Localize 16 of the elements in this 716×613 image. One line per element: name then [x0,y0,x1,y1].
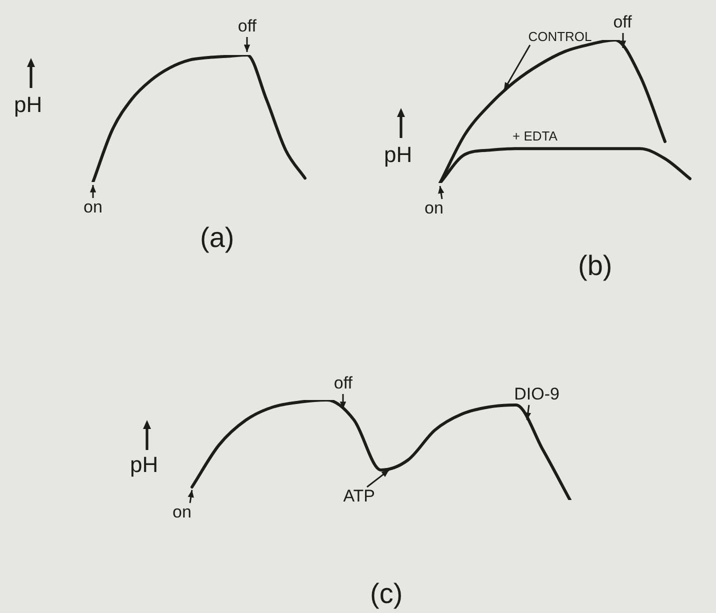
text: on [424,198,444,218]
text: off [613,12,632,32]
annotation: DIO-9 [514,384,560,404]
legend-label: CONTROL [528,28,592,44]
text: (a) [200,222,234,254]
text: on [172,502,192,522]
text: (c) [370,578,403,610]
text: on [84,198,102,217]
text: off [334,374,353,393]
annotation: ATP [343,486,376,506]
series-label: + EDTA [512,128,558,144]
y-axis-title: pH [384,142,412,168]
text: (b) [578,250,612,282]
y-axis-title: pH [130,452,158,478]
text: off [238,16,257,36]
y-axis-title: pH [14,92,42,118]
